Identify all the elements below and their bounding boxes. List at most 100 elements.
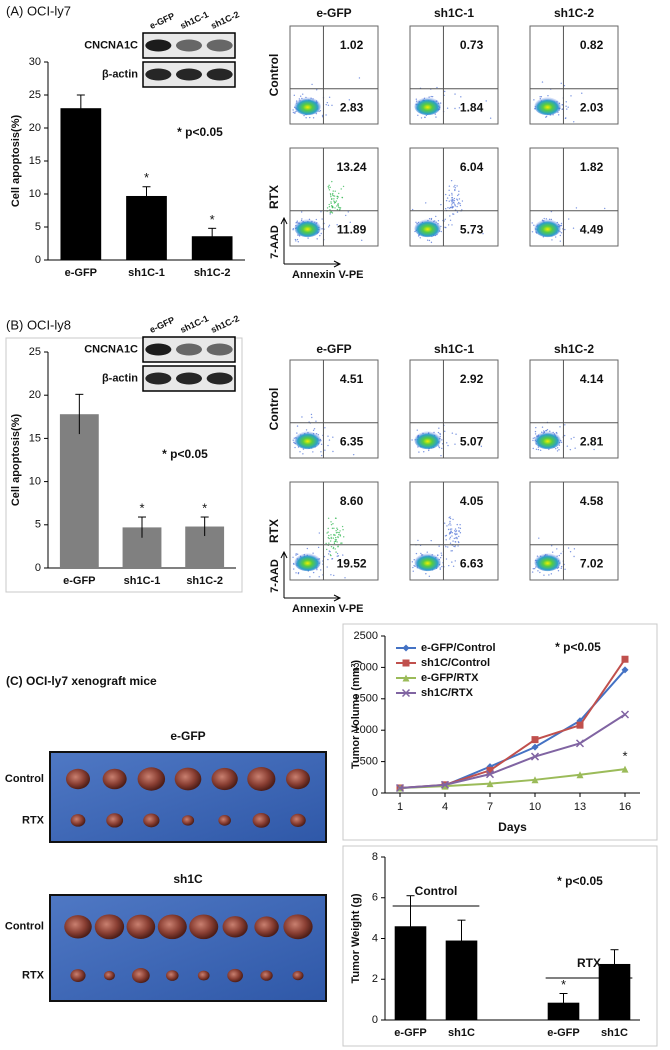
flow-dot <box>564 117 567 120</box>
flow-dot <box>315 420 317 422</box>
tumor <box>211 767 238 791</box>
flow-dot <box>307 237 309 239</box>
blot-lane-label: sh1C-2 <box>209 9 240 31</box>
flow-dot <box>449 538 451 540</box>
flow-dot <box>535 448 538 450</box>
flow-dot <box>556 447 559 449</box>
flow-dot <box>329 554 332 556</box>
flow-dot <box>436 86 438 89</box>
flow-dot <box>489 117 492 119</box>
y-tick-label: 25 <box>29 89 41 101</box>
tumor <box>157 914 187 940</box>
flow-dot <box>298 98 301 100</box>
y-tick-label: 6 <box>372 892 378 904</box>
y-tick-label: 15 <box>29 155 41 167</box>
flow-dot <box>337 203 339 205</box>
flow-dot <box>539 96 541 98</box>
tumor <box>290 813 306 827</box>
tumor <box>292 970 304 981</box>
blot-band <box>206 372 233 385</box>
flow-dot <box>293 94 296 97</box>
flow-density <box>294 97 321 116</box>
flow-dot <box>330 536 332 539</box>
row-label: RTX <box>22 814 45 826</box>
axis-arrow <box>280 216 342 268</box>
flow-dot <box>331 527 334 530</box>
flow-dot <box>533 567 536 570</box>
flow-dot <box>292 556 294 558</box>
flow-density <box>414 219 441 238</box>
tumor <box>143 813 160 828</box>
quadrant-value: 2.92 <box>460 372 484 386</box>
flow-dot <box>535 566 537 568</box>
flow-dot <box>328 184 330 187</box>
flow-dot <box>454 545 456 548</box>
flow-dot <box>459 527 462 530</box>
flow-dot <box>550 218 553 221</box>
flow-dot <box>336 541 338 543</box>
flow-dot <box>560 224 563 227</box>
quadrant-value: 1.02 <box>340 38 364 52</box>
flow-dot <box>319 110 322 112</box>
flow-dot <box>574 447 576 449</box>
tumor <box>247 767 276 791</box>
flow-dot <box>336 224 338 226</box>
flow-dot <box>328 205 331 208</box>
flow-dot <box>532 447 534 450</box>
flow-dot <box>420 552 422 555</box>
quadrant-value: 13.24 <box>337 160 367 174</box>
flow-dot <box>321 228 323 230</box>
axis-label: Annexin V-PE <box>292 269 364 281</box>
quadrant-value: 19.52 <box>337 556 367 570</box>
flow-dot <box>447 444 449 447</box>
tumor <box>254 916 279 938</box>
x-tick-label: sh1C-2 <box>186 575 223 587</box>
flow-dot <box>332 547 334 550</box>
flow-dot <box>456 536 458 539</box>
flow-dot <box>539 571 541 574</box>
x-tick-label: e-GFP <box>65 267 97 279</box>
flow-dot <box>328 189 331 191</box>
flow-dot <box>563 434 566 437</box>
y-axis-label: Tumor Volume (mm³) <box>350 660 362 769</box>
flow-dot <box>446 442 448 444</box>
x-tick-label: sh1C <box>601 1027 628 1039</box>
flow-dot <box>309 116 311 119</box>
marker <box>531 736 539 744</box>
annotation: * p<0.05 <box>555 640 601 654</box>
blot-row-label: β-actin <box>102 68 138 80</box>
flow-dot <box>419 237 421 239</box>
quadrant-value: 0.73 <box>460 38 484 52</box>
flow-dot <box>450 179 453 182</box>
flow-dot <box>448 189 450 192</box>
flow-dot <box>560 567 562 569</box>
x-tick-label: 4 <box>442 801 448 813</box>
y-tick-label: 0 <box>372 787 378 799</box>
flow-dot <box>312 117 315 119</box>
flow-dot <box>296 220 299 222</box>
y-axis-label: Cell apoptosis(%) <box>10 115 22 208</box>
blot-lane-label: sh1C-1 <box>179 9 210 31</box>
quadrant-value: 1.82 <box>580 160 604 174</box>
tumor <box>260 970 273 981</box>
flow-dot <box>335 551 337 553</box>
x-tick-label: sh1C-1 <box>124 575 161 587</box>
flow-dot <box>565 101 567 103</box>
flow-dot <box>451 528 453 530</box>
flow-dot <box>328 534 330 537</box>
marker <box>621 765 629 773</box>
flow-dot <box>313 428 316 430</box>
blot-band <box>145 343 172 356</box>
y-tick-label: 0 <box>35 254 41 266</box>
flow-dot <box>426 551 428 553</box>
flow-dot <box>338 533 340 536</box>
y-tick-label: 1500 <box>354 693 378 705</box>
flow-dot <box>456 523 458 526</box>
flow-dot <box>430 218 433 221</box>
flow-dot <box>325 542 327 545</box>
flow-dot <box>293 437 295 439</box>
flow-dot <box>568 218 570 220</box>
flow-dot <box>551 551 554 553</box>
flow-dot <box>454 528 457 530</box>
flow-dot <box>558 449 560 451</box>
